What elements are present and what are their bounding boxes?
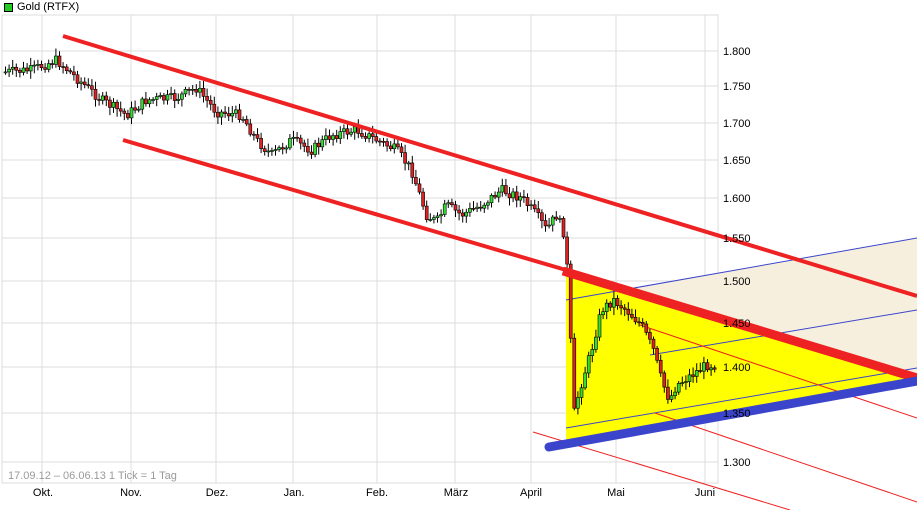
x-tick-label: Okt.: [33, 487, 53, 499]
y-tick-label: 1.500: [723, 276, 751, 288]
y-tick-label: 1.450: [723, 318, 751, 330]
y-tick-label: 1.750: [723, 81, 751, 93]
chart-title: Gold (RTFX): [4, 0, 79, 14]
x-tick-label: Dez.: [206, 487, 229, 499]
x-axis: Okt. Nov. Dez. Jan. Feb. März April Mai …: [33, 487, 715, 499]
y-tick-label: 1.550: [723, 233, 751, 245]
y-tick-label: 1.700: [723, 118, 751, 130]
x-tick-label: Juni: [695, 487, 715, 499]
x-tick-label: März: [444, 487, 468, 499]
x-tick-label: Mai: [607, 487, 625, 499]
y-tick-label: 1.350: [723, 408, 751, 420]
chart-title-label: Gold (RTFX): [17, 1, 80, 13]
y-tick-label: 1.800: [723, 46, 751, 58]
y-axis: 1.800 1.750 1.700 1.650 1.600 1.550 1.50…: [723, 46, 751, 469]
x-tick-label: April: [520, 487, 542, 499]
y-tick-label: 1.300: [723, 457, 751, 469]
legend-swatch-icon: [4, 2, 13, 12]
candles: [3, 48, 717, 415]
x-tick-label: Nov.: [120, 487, 142, 499]
red-channel: [62, 34, 917, 298]
date-range-label: 17.09.12 – 06.06.13 1 Tick = 1 Tag: [8, 470, 177, 482]
x-tick-label: Jan.: [284, 487, 305, 499]
triangle-support-line: [544, 376, 917, 452]
triangle-resistance-line: [561, 266, 917, 383]
y-tick-label: 1.600: [723, 193, 751, 205]
y-tick-label: 1.400: [723, 362, 751, 374]
y-tick-label: 1.650: [723, 155, 751, 167]
x-tick-label: Feb.: [366, 487, 388, 499]
triangle-formation: [549, 270, 917, 447]
